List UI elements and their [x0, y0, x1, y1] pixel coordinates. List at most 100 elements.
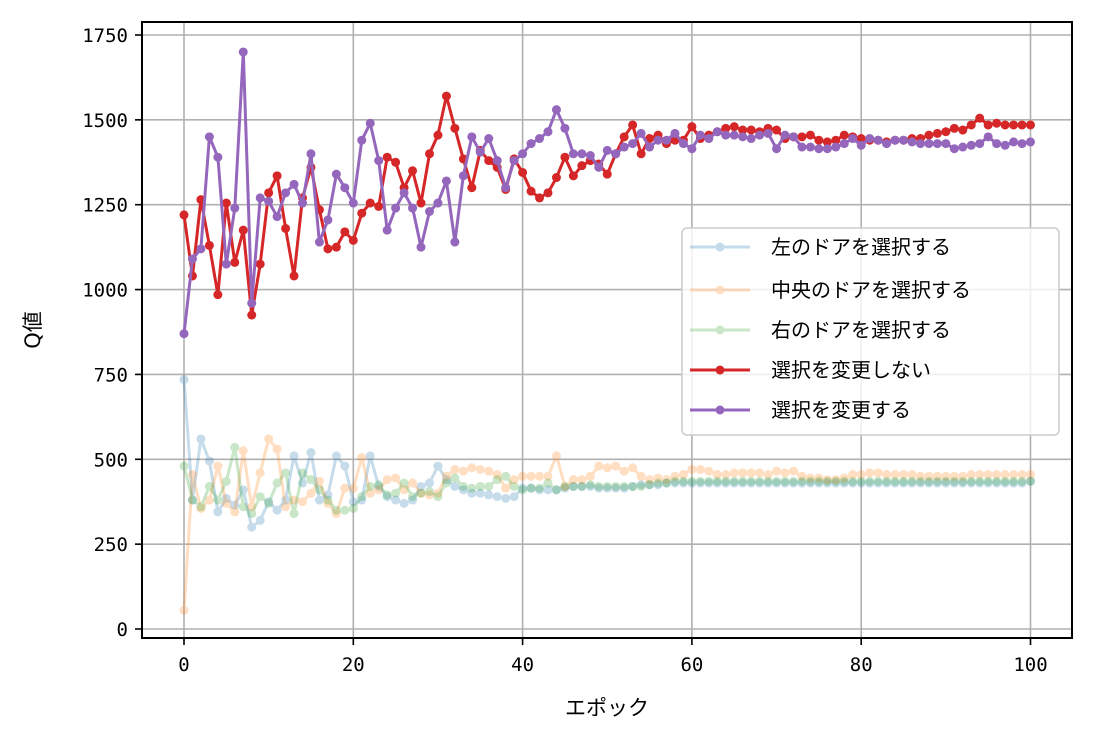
- data-point: [704, 478, 714, 488]
- data-point: [975, 139, 985, 149]
- data-point: [755, 468, 765, 478]
- data-point: [568, 149, 578, 159]
- data-point: [230, 257, 240, 267]
- data-point: [721, 470, 731, 480]
- data-point: [958, 476, 968, 486]
- data-point: [484, 466, 494, 476]
- data-point: [577, 161, 587, 171]
- data-point: [653, 480, 663, 490]
- data-point: [551, 173, 561, 183]
- data-point: [501, 493, 511, 503]
- data-point: [975, 113, 985, 123]
- data-point: [966, 478, 976, 488]
- data-point: [1026, 476, 1035, 486]
- data-point: [458, 481, 468, 491]
- data-point: [298, 497, 308, 507]
- data-point: [831, 135, 841, 145]
- data-point: [323, 498, 333, 508]
- data-point: [467, 483, 477, 493]
- data-point: [983, 476, 993, 486]
- data-point: [526, 471, 536, 481]
- data-point: [729, 478, 739, 488]
- data-point: [780, 130, 790, 140]
- data-point: [594, 481, 604, 491]
- data-point: [391, 495, 401, 505]
- data-point: [772, 466, 782, 476]
- data-point: [306, 475, 316, 485]
- data-point: [467, 132, 477, 142]
- data-point: [678, 476, 688, 486]
- data-point: [518, 471, 528, 481]
- data-point: [247, 298, 257, 308]
- data-point: [323, 215, 333, 225]
- data-point: [484, 156, 494, 166]
- data-point: [433, 461, 443, 471]
- data-point: [924, 130, 934, 140]
- data-point: [645, 480, 655, 490]
- data-point: [196, 504, 206, 514]
- y-axis: 0 250 500 750 1000 1250 1500 1750: [82, 25, 142, 641]
- data-point: [763, 128, 773, 138]
- data-point: [492, 156, 502, 166]
- data-point: [602, 145, 612, 155]
- data-point: [348, 497, 358, 507]
- data-point: [619, 142, 629, 152]
- data-point: [374, 485, 384, 495]
- data-point: [382, 475, 392, 485]
- data-point: [551, 485, 561, 495]
- axes-frame: [141, 21, 1073, 639]
- data-point: [1000, 470, 1010, 480]
- data-point: [357, 208, 367, 218]
- data-point: [289, 271, 299, 281]
- series-2: [179, 442, 1035, 519]
- data-point: [196, 244, 206, 254]
- data-point: [416, 242, 426, 252]
- data-point: [509, 475, 519, 485]
- data-point: [238, 225, 248, 235]
- data-point: [416, 481, 426, 491]
- data-point: [628, 481, 638, 491]
- data-point: [568, 481, 578, 491]
- data-point: [772, 478, 782, 488]
- data-point: [357, 453, 367, 463]
- x-tick-label: 100: [1013, 654, 1047, 676]
- data-point: [678, 139, 688, 149]
- data-point: [695, 464, 705, 474]
- data-point: [179, 375, 189, 385]
- data-point: [255, 492, 265, 502]
- data-point: [687, 464, 697, 474]
- data-point: [983, 470, 993, 480]
- data-point: [958, 142, 968, 152]
- data-point: [899, 135, 909, 145]
- data-point: [450, 481, 460, 491]
- data-point: [670, 478, 680, 488]
- data-point: [941, 478, 951, 488]
- data-point: [755, 476, 765, 486]
- data-point: [704, 134, 714, 144]
- data-point: [1026, 137, 1035, 147]
- data-point: [314, 237, 324, 247]
- data-point: [712, 127, 722, 137]
- data-point: [365, 118, 375, 128]
- data-point: [628, 139, 638, 149]
- data-point: [619, 132, 629, 142]
- x-axis-title: エポック: [565, 696, 649, 720]
- y-tick-label: 0: [117, 619, 128, 641]
- data-point: [585, 480, 595, 490]
- data-point: [992, 118, 1002, 128]
- data-point: [281, 468, 291, 478]
- data-point: [348, 483, 358, 493]
- data-point: [416, 198, 426, 208]
- data-point: [374, 156, 384, 166]
- data-point: [492, 470, 502, 480]
- data-point: [535, 483, 545, 493]
- data-point: [433, 488, 443, 498]
- data-point: [653, 478, 663, 488]
- data-point: [738, 125, 748, 135]
- data-point: [814, 478, 824, 488]
- data-point: [340, 505, 350, 515]
- data-point: [687, 144, 697, 154]
- data-point: [331, 169, 341, 179]
- data-point: [831, 476, 841, 486]
- data-point: [865, 476, 875, 486]
